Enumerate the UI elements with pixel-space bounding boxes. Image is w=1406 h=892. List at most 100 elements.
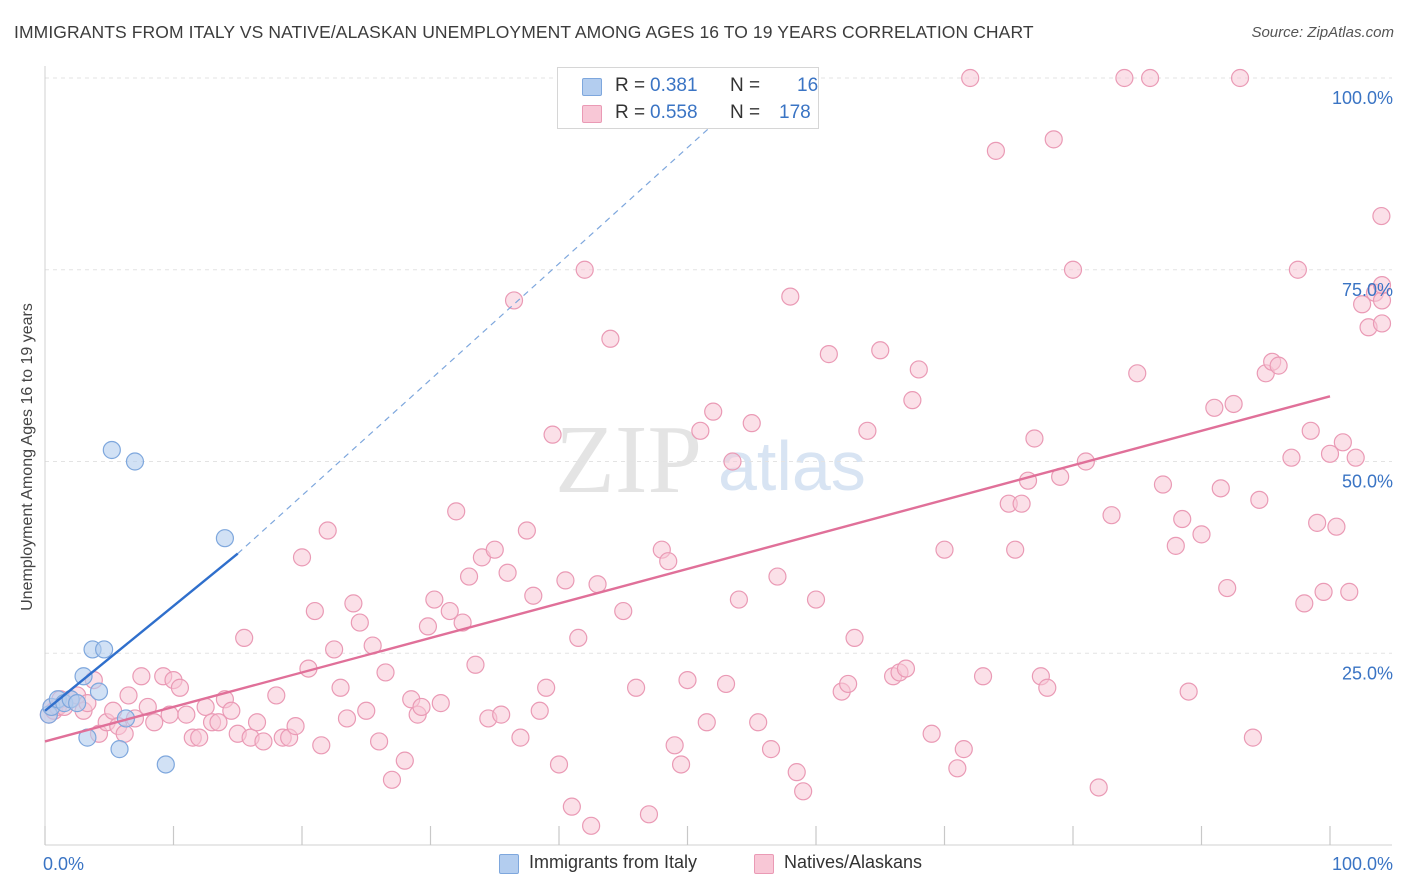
data-point-native <box>453 613 472 632</box>
data-point-native <box>582 816 601 835</box>
data-point-native <box>357 701 376 720</box>
data-point-native <box>678 670 697 690</box>
data-point-native <box>1038 678 1057 697</box>
y-tick-label: 50.0% <box>1342 472 1393 492</box>
data-point-native <box>1301 421 1320 440</box>
data-point-native <box>292 548 312 567</box>
data-point-native <box>145 713 164 732</box>
data-point-native <box>132 667 151 686</box>
trend-line-italy <box>44 552 239 712</box>
data-point-native <box>1115 68 1134 88</box>
bottom-legend-label-italy: Immigrants from Italy <box>529 852 698 872</box>
data-point-native <box>412 697 431 717</box>
data-point-native <box>138 697 157 717</box>
legend-native-r: 0.558 <box>650 102 698 123</box>
data-point-native <box>177 705 196 724</box>
italy-series <box>39 440 234 774</box>
data-point-native <box>1224 394 1243 414</box>
data-point-native <box>1128 364 1147 383</box>
data-point-native <box>1320 444 1340 463</box>
data-point-native <box>691 421 710 440</box>
data-point-native <box>466 655 485 674</box>
data-point-native <box>1282 448 1301 467</box>
legend-italy-r: 0.381 <box>650 75 698 96</box>
legend-swatch-italy <box>582 78 602 96</box>
data-point-native <box>1346 448 1365 467</box>
data-point-native <box>331 678 350 697</box>
data-point-italy <box>74 667 93 686</box>
data-point-native <box>440 601 459 621</box>
data-point-native <box>1333 433 1352 452</box>
data-point-native <box>961 68 980 88</box>
x-tick-label: 0.0% <box>43 854 84 874</box>
data-point-native <box>549 755 569 774</box>
data-point-native <box>1340 582 1359 601</box>
data-point-native <box>425 590 444 609</box>
trend-line-italy-extension <box>237 77 766 554</box>
data-point-native <box>344 594 363 613</box>
data-point-native <box>1012 494 1031 513</box>
data-point-native <box>190 728 209 747</box>
data-point-native <box>318 521 337 540</box>
data-point-native <box>119 686 138 705</box>
data-point-native <box>115 724 134 743</box>
watermark-atlas: atlas <box>718 427 866 505</box>
data-point-native <box>556 571 575 590</box>
data-point-native <box>1230 68 1250 88</box>
correlation-legend: R = 0.381 N = 16 R = 0.558 N = 178 <box>557 67 819 129</box>
data-point-native <box>903 391 922 410</box>
data-point-italy <box>102 440 121 460</box>
data-point-native <box>665 736 684 755</box>
data-point-native <box>871 341 890 360</box>
data-point-native <box>1372 206 1391 226</box>
data-point-native <box>1372 314 1392 333</box>
y-tick-label: 100.0% <box>1332 88 1393 108</box>
data-point-native <box>1308 513 1327 532</box>
y-tick-label: 75.0% <box>1342 280 1393 300</box>
data-point-native <box>1173 509 1192 529</box>
chart-title: IMMIGRANTS FROM ITALY VS NATIVE/ALASKAN … <box>14 22 1034 42</box>
data-point-native <box>370 732 389 751</box>
data-point-native <box>1179 682 1198 701</box>
data-point-native <box>716 674 736 694</box>
data-point-native <box>524 586 543 605</box>
data-point-native <box>794 782 813 801</box>
data-point-native <box>222 701 241 720</box>
data-point-native <box>588 575 607 594</box>
data-point-native <box>511 728 530 747</box>
data-point-native <box>1218 578 1237 598</box>
data-point-native <box>1295 594 1314 613</box>
legend-italy-n: 16 <box>797 75 819 96</box>
data-point-native <box>601 329 620 348</box>
data-point-native <box>858 421 877 440</box>
data-point-native <box>626 678 646 697</box>
data-point-italy <box>68 694 87 713</box>
data-point-native <box>1192 525 1211 544</box>
data-point-native <box>267 686 286 705</box>
data-point-native <box>504 291 524 310</box>
data-point-native <box>543 425 562 444</box>
data-point-native <box>948 759 967 778</box>
data-point-native <box>1314 582 1333 601</box>
native-series <box>39 68 1392 835</box>
data-point-native <box>1205 398 1224 417</box>
data-point-native <box>376 663 395 682</box>
data-point-native <box>498 563 517 582</box>
data-point-native <box>562 797 581 816</box>
data-point-native <box>1166 536 1185 555</box>
data-point-native <box>896 659 916 678</box>
data-point-native <box>235 628 254 648</box>
legend-r-label: R = <box>615 75 646 96</box>
data-point-native <box>729 590 749 609</box>
data-point-native <box>986 141 1006 160</box>
data-point-native <box>1006 540 1025 559</box>
data-point-native <box>575 260 594 279</box>
x-tick-label: 100.0% <box>1332 854 1393 874</box>
data-point-native <box>1140 68 1160 88</box>
data-point-native <box>254 732 273 751</box>
data-point-native <box>325 640 344 659</box>
data-point-native <box>768 567 787 586</box>
data-point-native <box>537 678 556 697</box>
data-point-native <box>1327 517 1346 536</box>
data-point-native <box>671 755 691 774</box>
